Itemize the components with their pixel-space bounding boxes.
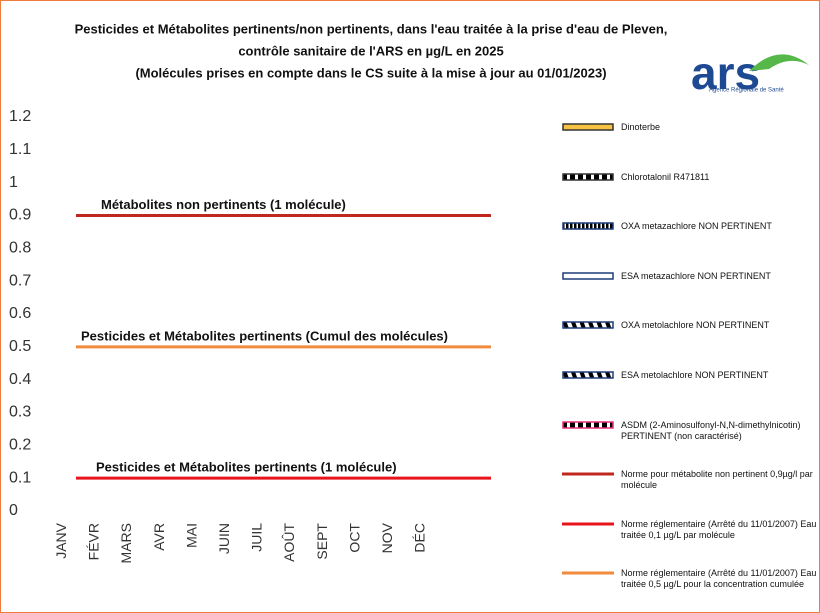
x-tick-label: AOÛT <box>281 523 297 562</box>
x-tick-label: FÉVR <box>86 523 102 560</box>
legend-swatch <box>562 321 614 330</box>
legend-swatch <box>562 522 614 526</box>
y-tick-label: 0 <box>9 502 18 519</box>
x-tick-label: MARS <box>118 523 134 563</box>
legend-label: Norme réglementaire (Arrêté du 11/01/200… <box>621 568 817 590</box>
y-tick-label: 0.5 <box>9 338 31 355</box>
legend-swatch-box <box>562 123 614 131</box>
y-tick-label: 0.7 <box>9 272 31 289</box>
y-tick-label: 1.2 <box>9 108 31 125</box>
x-tick-label: AVR <box>151 523 167 551</box>
legend-swatch-box <box>562 321 614 330</box>
title-line: contrôle sanitaire de l'ARS en µg/L en 2… <box>238 43 503 58</box>
legend-label: ASDM (2-Aminosulfonyl-N,N-dimethylnicoti… <box>621 419 801 441</box>
y-tick-label: 0.6 <box>9 305 31 322</box>
legend-swatch-box <box>562 420 614 429</box>
logo-text: ars <box>691 47 760 99</box>
y-tick-label: 0.1 <box>9 469 31 486</box>
title-line: Pesticides et Métabolites pertinents/non… <box>75 21 668 36</box>
legend-label: ESA metazachlore NON PERTINENT <box>621 270 771 281</box>
legend-swatch <box>562 571 614 575</box>
legend-label: ESA metolachlore NON PERTINENT <box>621 370 769 380</box>
legend-label: OXA metolachlore NON PERTINENT <box>621 320 770 331</box>
x-tick-label: SEPT <box>314 523 330 560</box>
x-tick-label: DÉC <box>412 523 428 553</box>
x-tick-label: JANV <box>53 522 69 558</box>
legend-label: Dinoterbe <box>621 122 661 132</box>
logo-subtext: Agence Régionale de Santé <box>709 88 784 94</box>
y-tick-label: 1.1 <box>9 141 31 158</box>
annotation: Métabolites non pertinents (1 molécule) <box>101 197 346 212</box>
legend-label: OXA metazachlore NON PERTINENT <box>621 221 772 232</box>
y-tick-label: 0.9 <box>9 207 31 224</box>
legend-swatch <box>562 420 614 429</box>
legend-swatch-box <box>562 371 614 379</box>
legend-label: Chlorotalonil R471811 <box>621 171 710 182</box>
x-tick-label: MAI <box>183 523 199 548</box>
x-tick-label: NOV <box>379 522 395 553</box>
x-tick-label: JUIL <box>249 523 265 552</box>
legend-swatch <box>562 371 614 379</box>
y-tick-label: 0.2 <box>9 437 31 454</box>
x-tick-label: OCT <box>346 523 362 553</box>
legend-swatch-box <box>562 272 614 280</box>
y-tick-label: 1 <box>9 174 18 191</box>
y-tick-label: 0.3 <box>9 404 31 421</box>
x-tick-label: JUIN <box>216 523 232 554</box>
y-tick-label: 0.8 <box>9 240 31 257</box>
annotation: Pesticides et Métabolites pertinents (Cu… <box>81 328 448 343</box>
legend-label: Norme réglementaire (Arrêté du 11/01/200… <box>621 518 817 540</box>
y-tick-label: 0.4 <box>9 371 31 388</box>
legend-swatch-box <box>562 222 614 230</box>
title-line: (Molécules prises en compte dans le CS s… <box>135 65 606 80</box>
legend-swatch <box>562 472 614 476</box>
legend-swatch <box>562 272 614 280</box>
legend-swatch <box>562 222 614 230</box>
annotation: Pesticides et Métabolites pertinents (1 … <box>96 460 397 475</box>
legend-swatch-box <box>562 172 614 181</box>
legend-label: Norme pour métabolite non pertinent 0,9µ… <box>621 469 813 491</box>
logo-swoosh <box>749 54 809 71</box>
legend-swatch <box>562 123 614 131</box>
legend-swatch <box>562 172 614 181</box>
